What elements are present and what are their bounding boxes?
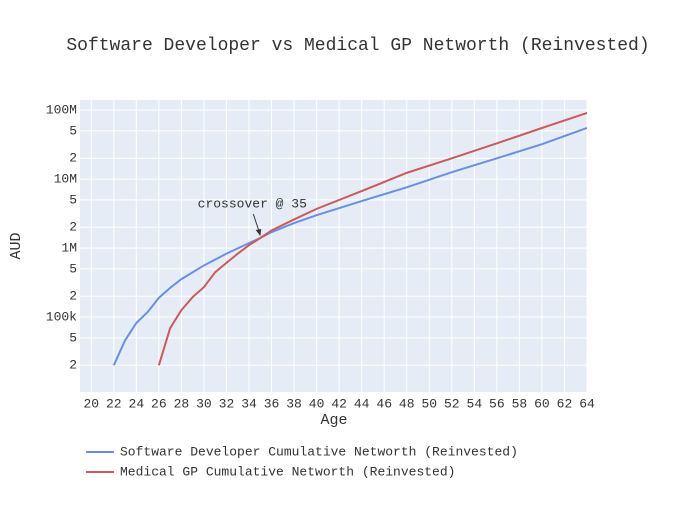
y-tick-label: 2 bbox=[69, 289, 77, 304]
x-tick-label: 36 bbox=[264, 396, 280, 411]
y-tick-label: 2 bbox=[69, 220, 77, 235]
x-tick-label: 52 bbox=[444, 396, 460, 411]
plot-background bbox=[80, 100, 587, 392]
x-tick-label: 32 bbox=[219, 396, 235, 411]
x-tick-label: 34 bbox=[241, 396, 257, 411]
x-tick-label: 38 bbox=[286, 396, 302, 411]
y-tick-label: 10M bbox=[54, 172, 77, 187]
x-tick-label: 56 bbox=[489, 396, 505, 411]
x-tick-label: 22 bbox=[106, 396, 122, 411]
y-tick-label: 5 bbox=[69, 192, 77, 207]
x-tick-label: 20 bbox=[83, 396, 99, 411]
y-tick-label: 100k bbox=[46, 309, 77, 324]
x-tick-label: 64 bbox=[579, 396, 595, 411]
y-axis-label: AUD bbox=[8, 232, 25, 259]
x-tick-label: 44 bbox=[354, 396, 370, 411]
x-tick-label: 46 bbox=[376, 396, 392, 411]
x-tick-label: 58 bbox=[512, 396, 528, 411]
series-line bbox=[157, 111, 587, 366]
x-tick-label: 40 bbox=[309, 396, 325, 411]
ticks: 20 22 24 26 28 30 32 34 36 38 40 42 44 46 48 50 52 54 56 58… bbox=[46, 103, 595, 412]
y-tick-label: 2 bbox=[69, 358, 77, 373]
x-tick-label: 62 bbox=[557, 396, 573, 411]
y-tick-label: 100M bbox=[46, 103, 77, 118]
y-tick-label: 5 bbox=[69, 261, 77, 276]
x-tick-label: 24 bbox=[129, 396, 145, 411]
legend: Software Developer Cumulative Networth (… bbox=[86, 444, 518, 479]
x-tick-label: 54 bbox=[467, 396, 483, 411]
annotation-text: crossover @ 35 bbox=[198, 196, 307, 211]
y-tick-label: 5 bbox=[69, 123, 77, 138]
x-tick-label: 26 bbox=[151, 396, 167, 411]
y-tick-label: 2 bbox=[69, 151, 77, 166]
chart-title: Software Developer vs Medical GP Networt… bbox=[66, 36, 649, 56]
x-tick-label: 48 bbox=[399, 396, 415, 411]
lines bbox=[112, 111, 587, 366]
x-tick-label: 30 bbox=[196, 396, 212, 411]
x-tick-label: 42 bbox=[331, 396, 347, 411]
y-tick-label: 1M bbox=[61, 241, 77, 256]
x-tick-label: 50 bbox=[421, 396, 437, 411]
x-axis-label: Age bbox=[320, 412, 347, 429]
y-tick-label: 5 bbox=[69, 330, 77, 345]
legend-label: Medical GP Cumulative Networth (Reinvest… bbox=[120, 464, 455, 479]
x-tick-label: 28 bbox=[174, 396, 190, 411]
x-tick-label: 60 bbox=[534, 396, 550, 411]
legend-label: Software Developer Cumulative Networth (… bbox=[120, 444, 518, 459]
annotation-arrowhead bbox=[255, 228, 262, 236]
grid bbox=[80, 100, 588, 392]
